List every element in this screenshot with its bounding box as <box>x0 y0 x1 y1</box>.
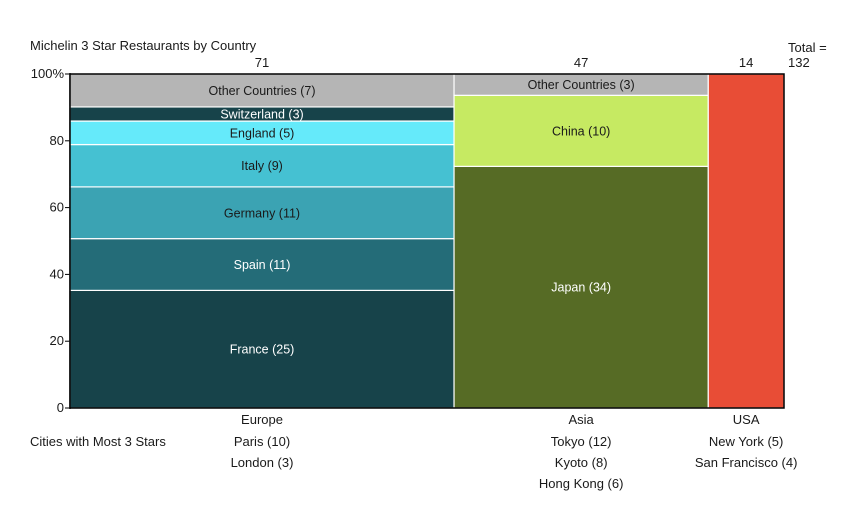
segment-label: Germany (11) <box>224 206 300 220</box>
segment-label: England (5) <box>230 126 295 140</box>
plot-frame <box>69 73 785 409</box>
city-label: Hong Kong (6) <box>539 476 624 491</box>
city-label: Kyoto (8) <box>555 455 608 470</box>
segment-bar <box>453 165 709 409</box>
column-name: Europe <box>241 412 283 427</box>
column-asia: Japan (34) China (10) Other Countries (3) 4… <box>453 55 709 491</box>
column-usa: 14 USA New York (5) San Francisco (4) <box>695 55 798 470</box>
y-tick-label: 0 <box>57 400 64 415</box>
column-name: USA <box>733 412 760 427</box>
column-total: 71 <box>255 55 269 70</box>
segment-label: France (25) <box>230 343 295 357</box>
city-label: London (3) <box>231 455 294 470</box>
y-axis: 0 20 40 60 80 100% <box>31 66 71 415</box>
segment-label: Spain (11) <box>234 258 291 272</box>
segment-bar <box>453 94 709 167</box>
column-europe: France (25) Spain (11) Germany (11) Italy (… <box>69 55 455 470</box>
segment-label: China (10) <box>552 124 610 138</box>
y-tick-label: 100% <box>31 66 65 81</box>
cities-label: Cities with Most 3 Stars <box>30 434 166 449</box>
column-total: 14 <box>739 55 753 70</box>
city-label: New York (5) <box>709 434 783 449</box>
segment-label: Other Countries (3) <box>528 78 635 92</box>
total-value: 132 <box>788 55 810 70</box>
segment-bar <box>69 73 455 108</box>
segment-bar <box>707 73 785 409</box>
segment-label: Japan (34) <box>551 281 611 295</box>
city-label: San Francisco (4) <box>695 455 798 470</box>
segment-label: Other Countries (7) <box>209 84 316 98</box>
segment-label: Italy (9) <box>241 159 283 173</box>
total-label: Total = <box>788 40 827 55</box>
plot-area: France (25) Spain (11) Germany (11) Italy (… <box>69 55 798 491</box>
column-total: 47 <box>574 55 588 70</box>
city-label: Tokyo (12) <box>551 434 612 449</box>
city-label: Paris (10) <box>234 434 290 449</box>
column-name: Asia <box>569 412 595 427</box>
y-tick-label: 60 <box>50 200 64 215</box>
y-tick-label: 40 <box>50 266 64 281</box>
segment-label: Switzerland (3) <box>220 107 303 121</box>
y-tick-label: 20 <box>50 333 64 348</box>
segment-bar <box>69 238 455 291</box>
chart-title: Michelin 3 Star Restaurants by Country <box>30 38 257 53</box>
y-tick-label: 80 <box>50 133 64 148</box>
